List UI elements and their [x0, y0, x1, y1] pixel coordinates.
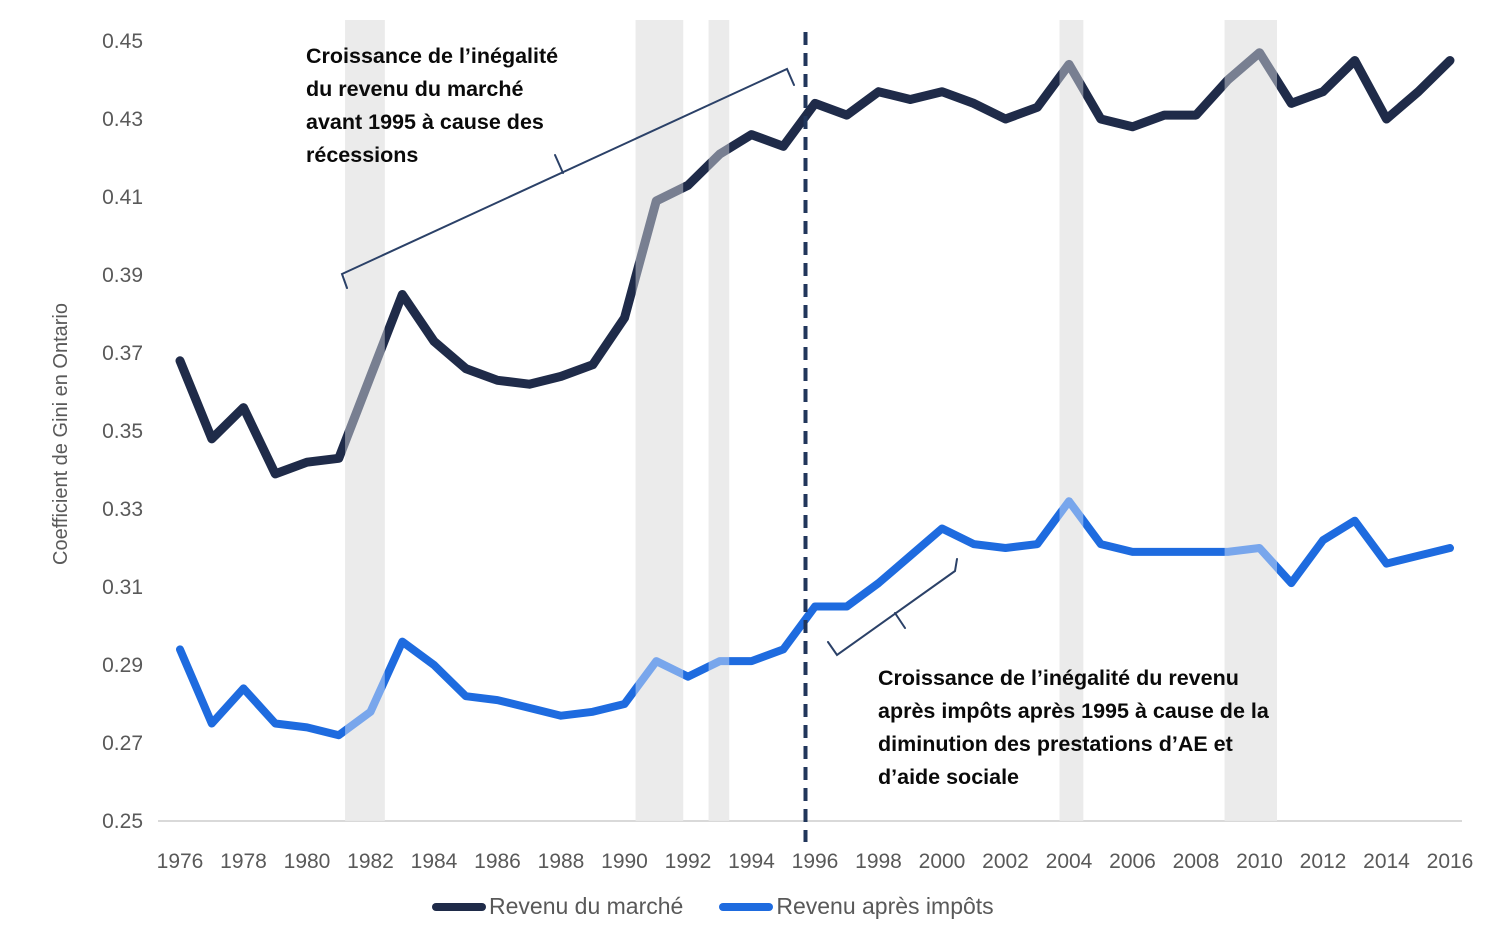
legend-swatch [432, 902, 486, 911]
x-tick-label: 1984 [411, 850, 458, 873]
annotation-line: après impôts après 1995 à cause de la [878, 699, 1269, 723]
legend-swatch [719, 902, 774, 911]
legend-item-market: Revenu du marché [432, 893, 683, 920]
x-tick-label: 2016 [1427, 850, 1474, 873]
series-lines [175, 48, 1455, 740]
x-tick-label: 2004 [1046, 850, 1093, 873]
y-tick-label: 0.45 [102, 30, 143, 53]
recession-band-overlay [345, 20, 385, 821]
recession-band-overlay [635, 20, 684, 821]
recession-band-overlays [345, 20, 1277, 821]
annotation-market-income: Croissance de l’inégalité du revenu du ma… [306, 40, 558, 172]
y-tick-label: 0.35 [102, 420, 143, 443]
x-tick-label: 1976 [157, 850, 204, 873]
y-tick-label: 0.31 [102, 576, 143, 599]
x-tick-label: 1980 [284, 850, 331, 873]
x-tick-label: 1998 [855, 850, 902, 873]
after-tax-trend-bracket [827, 558, 958, 657]
recession-band-overlay [1059, 20, 1084, 821]
x-tick-label: 1988 [538, 850, 585, 873]
market-income-line [175, 48, 1455, 479]
annotation-after-tax-income: Croissance de l’inégalité du revenu après… [878, 662, 1269, 794]
recession-band [708, 20, 730, 821]
legend-item-after-tax: Revenu après impôts [719, 893, 994, 920]
x-tick-label: 2008 [1173, 850, 1220, 873]
y-tick-label: 0.25 [102, 810, 143, 833]
y-axis-tick-labels: 0.25 0.27 0.29 0.31 0.33 0.35 0.37 0.39 0.41 0.43… [102, 30, 143, 833]
x-axis-tick-labels: 1976 1978 1980 1982 1984 1986 1988 1990 1992 1994… [157, 850, 1474, 873]
after-tax-income-line [176, 497, 1454, 740]
y-tick-label: 0.39 [102, 264, 143, 287]
recession-band [635, 20, 684, 821]
annotation-line: diminution des prestations d’AE et [878, 732, 1233, 756]
y-axis-title: Coefficient de Gini en Ontario [50, 303, 72, 565]
y-tick-label: 0.43 [102, 108, 143, 131]
y-tick-label: 0.41 [102, 186, 143, 209]
y-tick-label: 0.33 [102, 498, 143, 521]
x-tick-label: 2000 [919, 850, 966, 873]
x-tick-label: 2006 [1109, 850, 1156, 873]
x-tick-label: 2010 [1236, 850, 1283, 873]
recession-band [1224, 20, 1277, 821]
x-tick-label: 1982 [347, 850, 394, 873]
x-tick-label: 1992 [665, 850, 712, 873]
recession-band-overlay [1224, 20, 1277, 821]
y-tick-label: 0.29 [102, 654, 143, 677]
x-tick-label: 1986 [474, 850, 521, 873]
annotation-line: avant 1995 à cause des [306, 110, 544, 134]
x-tick-label: 1994 [728, 850, 775, 873]
legend: Revenu du marché Revenu après impôts [432, 893, 994, 920]
y-tick-label: 0.27 [102, 732, 143, 755]
annotation-line: Croissance de l’inégalité [306, 44, 559, 68]
x-tick-label: 1990 [601, 850, 648, 873]
annotation-line: du revenu du marché [306, 77, 524, 101]
legend-label: Revenu du marché [489, 893, 684, 919]
annotation-line: Croissance de l’inégalité du revenu [878, 666, 1239, 690]
x-tick-label: 1996 [792, 850, 839, 873]
x-tick-label: 2012 [1300, 850, 1347, 873]
market-income-trend-bracket [340, 67, 795, 289]
legend-label: Revenu après impôts [776, 893, 994, 919]
x-tick-label: 2014 [1363, 850, 1410, 873]
recession-band [1059, 20, 1084, 821]
recession-bands [345, 20, 1277, 821]
x-tick-label: 1978 [220, 850, 267, 873]
annotation-line: d’aide sociale [878, 765, 1020, 789]
x-tick-label: 2002 [982, 850, 1029, 873]
recession-band-overlay [708, 20, 730, 821]
annotation-line: récessions [306, 143, 419, 167]
y-tick-label: 0.37 [102, 342, 143, 365]
